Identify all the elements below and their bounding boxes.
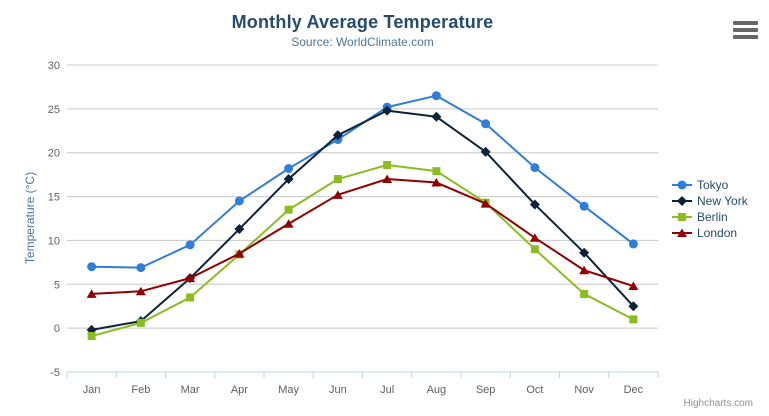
legend-symbol-london [677, 228, 687, 237]
data-point-new-york-dec[interactable] [628, 301, 639, 312]
data-point-berlin-aug[interactable] [432, 167, 441, 176]
legend-item-new-york[interactable]: New York [672, 194, 748, 208]
y-axis-label: 20 [48, 148, 60, 160]
data-point-new-york-sep[interactable] [480, 146, 491, 157]
legend-symbol-tokyo [677, 180, 687, 190]
x-axis-label: Sep [476, 384, 496, 396]
data-point-new-york-oct[interactable] [529, 199, 540, 210]
data-point-london-dec[interactable] [628, 281, 639, 291]
data-point-berlin-may[interactable] [284, 205, 293, 214]
legend-marker-circle-icon [672, 180, 692, 190]
legend-label-london: London [697, 226, 738, 240]
series-new-york [86, 105, 639, 335]
data-point-new-york-nov[interactable] [579, 247, 590, 258]
series-line-new-york [90, 109, 635, 331]
legend-item-tokyo[interactable]: Tokyo [672, 178, 748, 192]
legend-symbol-berlin [678, 213, 686, 221]
data-point-london-sep[interactable] [480, 199, 491, 208]
series-tokyo [87, 91, 638, 273]
y-axis-title: Temperature (°C) [23, 171, 37, 265]
y-axis-label: 25 [48, 104, 60, 116]
data-point-new-york-jun[interactable] [332, 130, 343, 141]
legend-item-london[interactable]: London [672, 226, 748, 240]
data-point-london-aug[interactable] [431, 178, 442, 187]
y-axis-label: 5 [54, 279, 60, 291]
data-point-tokyo-mar[interactable] [185, 240, 195, 250]
data-point-london-feb[interactable] [135, 286, 146, 296]
data-point-new-york-jul[interactable] [382, 105, 393, 116]
data-point-tokyo-oct[interactable] [530, 163, 540, 173]
data-point-tokyo-may[interactable] [284, 164, 294, 174]
data-point-london-jun[interactable] [332, 190, 343, 199]
data-point-berlin-feb[interactable] [136, 318, 145, 327]
x-axis-label: Dec [624, 384, 644, 396]
legend-label-berlin: Berlin [697, 210, 728, 224]
x-axis-label: Jan [83, 384, 101, 396]
data-point-tokyo-nov[interactable] [579, 201, 589, 211]
x-axis-label: May [278, 384, 299, 396]
x-axis-label: Oct [526, 384, 543, 396]
legend-symbol-new-york [677, 196, 687, 206]
data-point-berlin-jan[interactable] [87, 332, 96, 341]
data-point-new-york-apr[interactable] [234, 224, 245, 235]
highcharts-credit-link[interactable]: Highcharts.com [683, 398, 753, 409]
x-axis-label: Nov [574, 384, 594, 396]
y-axis-label: 10 [48, 235, 60, 247]
data-point-tokyo-sep[interactable] [481, 119, 491, 129]
data-point-berlin-mar[interactable] [186, 293, 195, 302]
data-point-berlin-jun[interactable] [333, 175, 342, 184]
data-point-tokyo-aug[interactable] [431, 91, 441, 101]
data-point-london-nov[interactable] [579, 265, 590, 275]
x-axis-label: Mar [181, 384, 200, 396]
data-point-tokyo-jan[interactable] [87, 262, 97, 272]
data-point-berlin-nov[interactable] [580, 289, 589, 298]
data-point-tokyo-dec[interactable] [628, 239, 638, 249]
data-point-london-may[interactable] [283, 219, 294, 228]
data-point-berlin-oct[interactable] [530, 245, 539, 254]
y-axis-label: 30 [48, 60, 60, 72]
y-axis-label: 0 [54, 323, 60, 335]
data-point-london-oct[interactable] [529, 233, 540, 242]
hamburger-icon [733, 27, 758, 32]
hamburger-icon [733, 34, 758, 39]
hamburger-icon [733, 20, 758, 25]
data-point-new-york-may[interactable] [283, 174, 294, 185]
legend-marker-triangle-icon [672, 228, 692, 237]
x-axis-label: Apr [231, 384, 248, 396]
series-line-tokyo [90, 94, 635, 269]
legend-label-tokyo: Tokyo [697, 178, 729, 192]
series-line-berlin [90, 163, 635, 338]
legend: Tokyo New York Berlin London [672, 178, 748, 240]
chart-subtitle: Source: WorldClimate.com [291, 35, 434, 49]
data-point-berlin-dec[interactable] [629, 315, 638, 324]
data-point-london-jan[interactable] [86, 289, 97, 298]
series-line-london [90, 178, 635, 295]
x-axis-label: Aug [427, 384, 447, 396]
legend-marker-diamond-icon [672, 196, 692, 206]
x-axis-label: Feb [131, 384, 150, 396]
data-point-tokyo-apr[interactable] [234, 196, 244, 206]
data-point-london-mar[interactable] [185, 273, 196, 283]
legend-item-berlin[interactable]: Berlin [672, 210, 748, 224]
data-point-london-jul[interactable] [382, 174, 393, 184]
data-point-london-apr[interactable] [234, 249, 245, 258]
legend-label-new-york: New York [697, 194, 748, 208]
export-menu-button[interactable] [731, 18, 760, 44]
series-london [86, 174, 639, 298]
x-axis-label: Jul [380, 384, 394, 396]
data-point-berlin-jul[interactable] [383, 160, 392, 169]
data-point-tokyo-feb[interactable] [136, 263, 146, 273]
data-point-new-york-aug[interactable] [431, 111, 442, 122]
y-axis-label: 15 [48, 192, 60, 204]
chart-title: Monthly Average Temperature [231, 12, 494, 32]
x-axis-label: Jun [329, 384, 347, 396]
y-axis-label: -5 [50, 367, 60, 379]
legend-marker-square-icon [672, 213, 692, 221]
